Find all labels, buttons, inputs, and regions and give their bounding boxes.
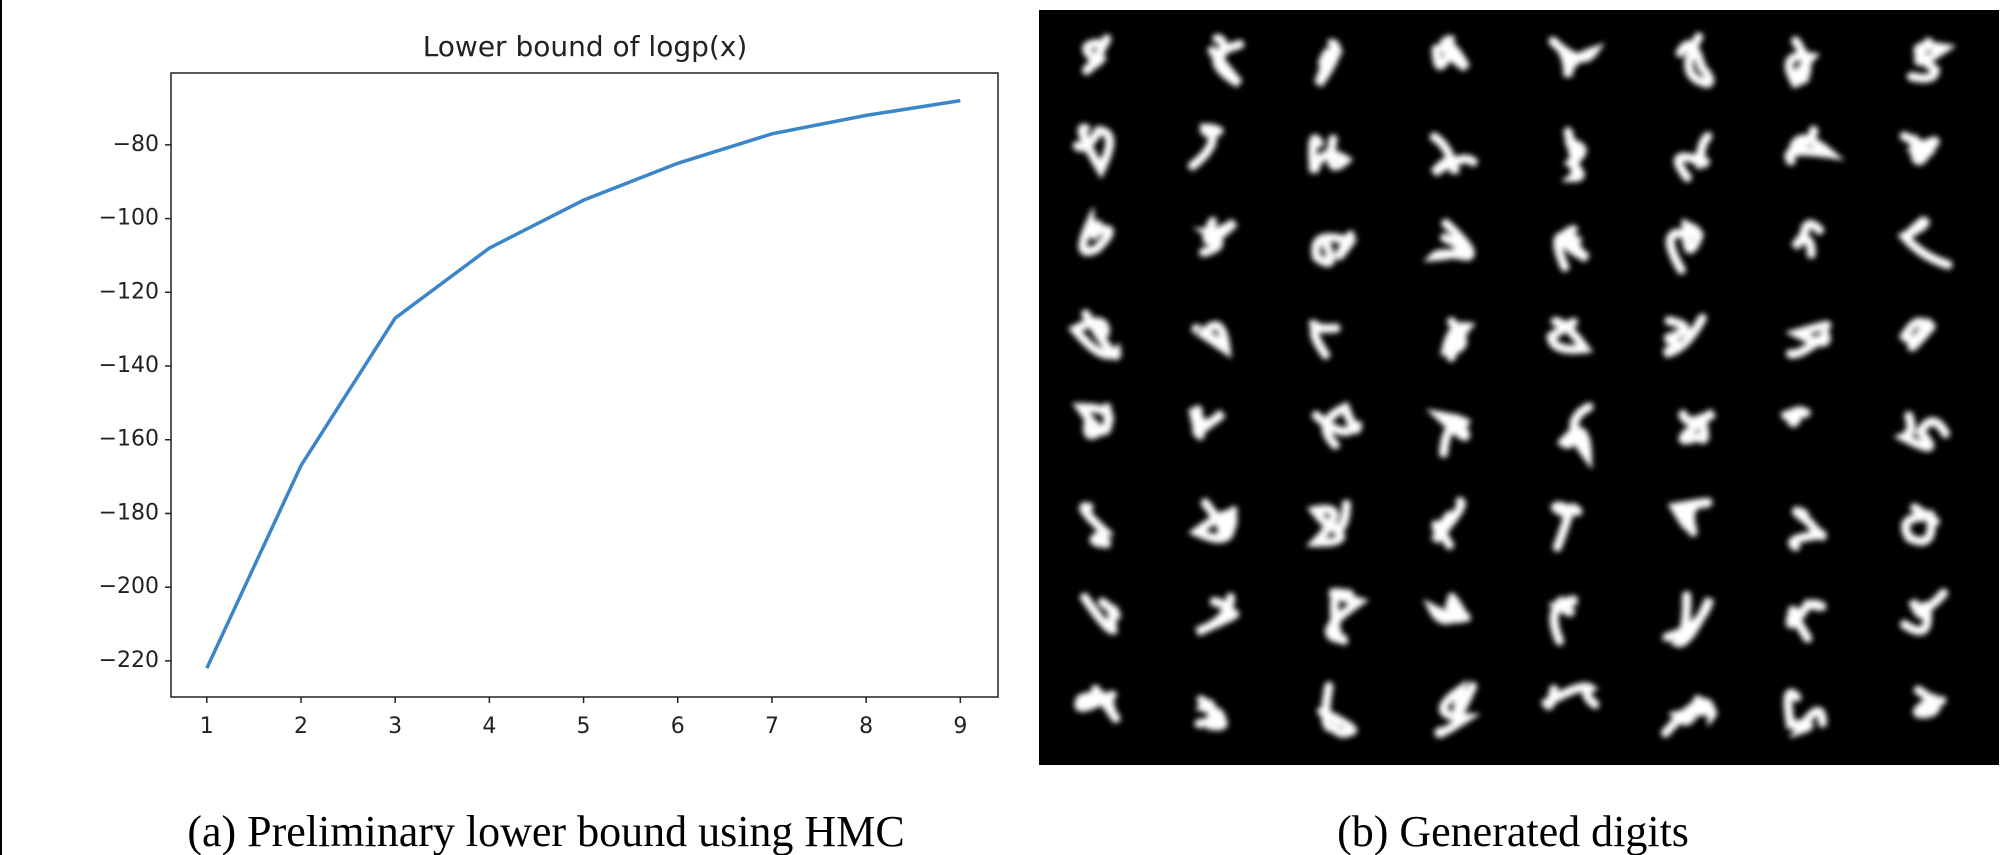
digit — [1901, 503, 1940, 546]
digit — [1784, 125, 1845, 166]
digit — [1674, 131, 1713, 183]
digit — [1785, 599, 1827, 643]
digit — [1893, 411, 1950, 452]
x-tick-label: 5 — [577, 714, 591, 739]
digit — [1311, 230, 1358, 267]
digit — [1430, 496, 1466, 550]
y-tick-label: −100 — [99, 206, 159, 231]
plot-frame — [170, 72, 999, 698]
x-tick-label: 8 — [859, 714, 873, 739]
digit — [1423, 592, 1471, 625]
digit — [1661, 695, 1718, 738]
line — [205, 98, 961, 669]
y-tick-label: −160 — [99, 427, 159, 452]
digit — [1188, 405, 1226, 440]
digit — [1194, 695, 1228, 731]
y-tick-label: −180 — [99, 500, 159, 525]
digit — [1192, 216, 1238, 257]
digit — [1072, 123, 1115, 179]
digit — [1667, 497, 1713, 537]
caption: (b) Generated digits — [1337, 807, 1689, 855]
digit — [1788, 506, 1827, 552]
digit — [1305, 499, 1351, 547]
digit — [1556, 402, 1594, 470]
digit — [1308, 134, 1354, 174]
digit — [1550, 501, 1583, 552]
digit — [1423, 218, 1475, 262]
digit — [1675, 32, 1715, 89]
digit — [1314, 38, 1344, 87]
digit — [1783, 688, 1827, 739]
digit — [1309, 319, 1341, 360]
digit — [1440, 317, 1476, 362]
digit — [1195, 592, 1240, 637]
digit — [1678, 408, 1717, 445]
digit — [1078, 205, 1114, 256]
digit — [1899, 588, 1949, 636]
digit — [1548, 36, 1605, 78]
digit — [1790, 219, 1825, 259]
digit — [1665, 218, 1704, 275]
digit — [1311, 401, 1362, 450]
digit — [1781, 406, 1811, 428]
digit — [1187, 123, 1224, 171]
x-tick-label: 4 — [482, 714, 496, 739]
y-tick-label: −80 — [113, 132, 159, 157]
x-tick-label: 9 — [953, 714, 967, 739]
digit — [1431, 35, 1470, 72]
digit — [1547, 595, 1579, 646]
y-tick-label: −120 — [99, 279, 159, 304]
x-tick-label: 6 — [671, 714, 685, 739]
digit — [1906, 37, 1957, 83]
digit — [1899, 131, 1940, 165]
digit — [1074, 684, 1121, 723]
digit — [1068, 309, 1122, 361]
digit — [1784, 36, 1821, 89]
digit — [1071, 402, 1114, 440]
y-tick-label: −220 — [99, 648, 159, 673]
x-tick-label: 7 — [765, 714, 779, 739]
digit-strokes — [1068, 32, 1957, 739]
digit — [1784, 320, 1832, 359]
digit — [1207, 34, 1245, 88]
digit — [1662, 313, 1707, 358]
digits-image — [1039, 10, 1999, 765]
x-tick-label: 3 — [388, 714, 402, 739]
digit — [1082, 34, 1112, 75]
digit — [1317, 681, 1357, 738]
digit — [1912, 685, 1947, 719]
x-tick-label: 1 — [200, 714, 214, 739]
y-tick-label: −140 — [99, 353, 159, 378]
digit — [1080, 592, 1122, 635]
digit — [1079, 502, 1115, 549]
digit — [1898, 317, 1936, 352]
caption: (a) Preliminary lower bound using HMC — [187, 807, 904, 855]
digit — [1560, 127, 1587, 182]
digit — [1662, 591, 1715, 648]
digit — [1425, 408, 1471, 458]
digit — [1540, 682, 1600, 710]
digit — [1546, 316, 1594, 354]
digit — [1553, 225, 1591, 272]
x-tick-label: 2 — [294, 714, 308, 739]
digit — [1897, 216, 1953, 270]
chart-title: Lower bound of logp(x) — [423, 30, 748, 63]
digit — [1325, 588, 1370, 645]
digit — [1429, 132, 1478, 177]
y-tick-label: −200 — [99, 574, 159, 599]
digit — [1187, 498, 1238, 544]
digit — [1434, 679, 1481, 738]
